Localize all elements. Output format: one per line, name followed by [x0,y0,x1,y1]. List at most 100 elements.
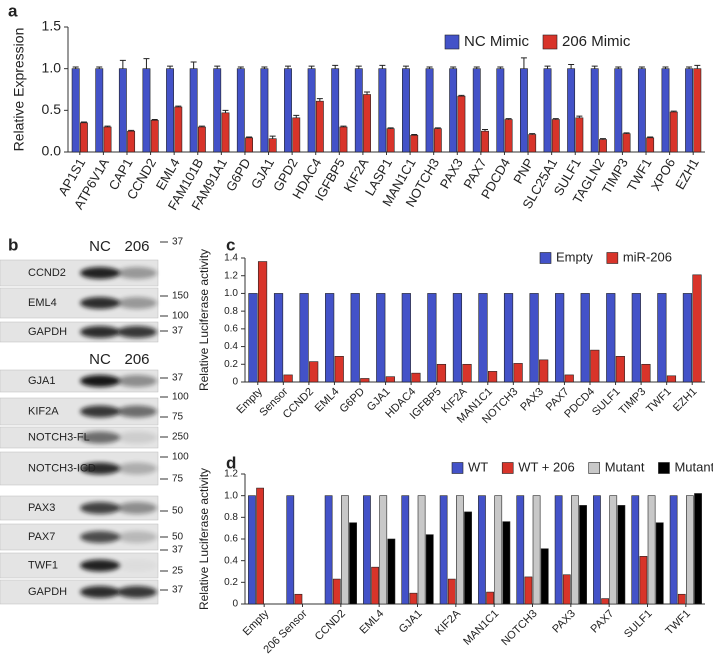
bar [639,556,648,605]
bar [449,68,458,153]
legend-label: Empty [556,249,593,264]
blot-band [117,462,157,475]
bar [609,495,618,605]
bar [387,538,396,605]
bar [593,495,601,605]
x-tick-label: G6PD [223,156,254,194]
bar [268,138,277,153]
marker-label: 75 [172,474,184,485]
bar [685,68,694,153]
bar [307,68,316,153]
bar [551,119,560,153]
error-bar [128,129,135,132]
y-tick-label: 0 [232,599,238,610]
error-bar [576,115,583,118]
bar [524,576,533,605]
blot-strip [0,321,159,343]
blot-band [117,431,157,444]
blot-strip [0,369,159,393]
bar [543,68,552,153]
bar [174,106,183,153]
y-tick-label: 1.0 [42,59,62,75]
lane-label: 206 [124,238,149,255]
bar [666,375,677,383]
blot-band [80,405,120,418]
bar [464,511,472,605]
bar [564,374,574,383]
bar [677,593,686,605]
bar [496,68,505,153]
x-tick-label: TWF1 [663,608,693,638]
error-bar [190,61,197,69]
x-tick-label: SULF1 [622,608,655,641]
bar [349,522,357,605]
x-tick-label: EML4 [313,386,342,415]
y-tick-label: 0.4 [224,341,238,352]
bar [528,134,537,153]
bar [245,137,254,153]
error-bar [694,64,701,69]
bar [433,128,442,153]
blot-band [80,267,120,279]
bar [332,578,341,605]
blot-strip [0,552,159,579]
blot-band [80,297,120,309]
legend-swatch [658,462,670,474]
protein-label: NOTCH3-FL [28,431,90,443]
y-axis-label: Relative Luciferase activity [197,249,211,391]
bar [646,137,655,153]
bar [457,95,466,153]
bar [478,495,486,605]
y-tick-label: 0.8 [224,512,238,523]
protein-label: GJA1 [28,375,56,387]
bar [221,112,230,153]
error-bar [458,94,465,97]
bar [334,356,344,383]
bar [197,126,206,153]
y-tick-label: 0.2 [224,359,238,370]
bar [427,293,437,383]
error-bar [623,132,630,134]
error-bar [599,138,606,140]
bar [590,68,599,153]
panel-label: a [8,1,18,20]
error-bar [591,65,598,69]
bar [641,363,651,383]
bar [567,68,576,153]
blot-band [117,531,157,543]
blot-band [117,267,157,279]
bar [590,349,600,383]
bar [325,293,335,383]
error-bar [402,65,409,69]
legend-label: Mutant + 206 [674,459,713,474]
error-bar [662,66,669,69]
marker-label: 50 [172,506,184,517]
legend-label: miR-206 [623,249,672,264]
bar [599,139,607,153]
y-tick-label: 0.2 [224,577,238,588]
panel-label: c [226,235,235,254]
marker-label: 100 [172,452,189,463]
bar [411,372,421,383]
legend-label: WT [468,459,488,474]
y-tick-label: 0.5 [42,101,62,117]
blot-band [80,531,120,543]
bar [693,68,702,153]
protein-label: PAX3 [28,502,55,514]
bar [478,293,488,383]
panel-label: b [8,235,18,254]
x-tick-label: EZH1 [672,156,702,192]
bar [166,68,174,153]
blot-band [80,559,120,572]
error-bar [379,64,386,69]
error-bar [520,57,527,69]
x-tick-label: EZH1 [671,386,699,414]
bar [692,274,702,383]
x-tick-label: G6PD [337,386,367,416]
bar [669,111,678,153]
bar [236,68,245,153]
protein-label: PAX7 [28,531,55,543]
bar [79,122,88,153]
marker-label: 100 [172,311,189,322]
blot-strip [0,426,159,449]
